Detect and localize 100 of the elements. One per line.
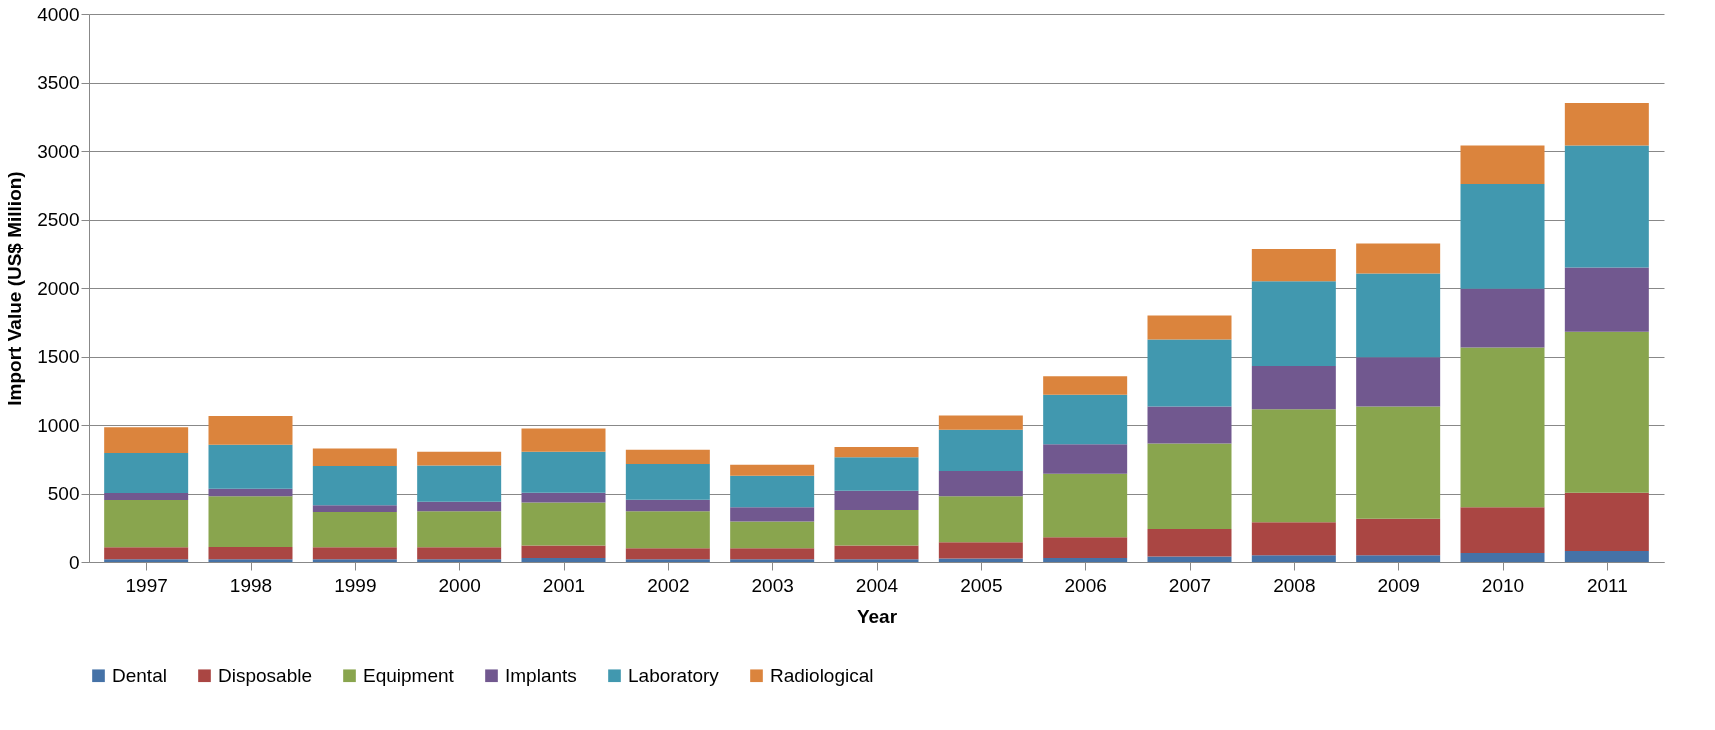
- x-tick-label: 2003: [751, 574, 794, 596]
- y-axis-title: Import Value (US$ Million): [4, 171, 26, 406]
- bar: [834, 559, 919, 562]
- bar: [1043, 537, 1128, 558]
- bar: [1564, 492, 1649, 552]
- bar: [938, 542, 1023, 559]
- bar: [625, 499, 710, 512]
- bar: [625, 449, 710, 465]
- bar: [938, 470, 1023, 497]
- bar: [1564, 145, 1649, 268]
- bar: [1251, 555, 1336, 562]
- bar: [1564, 267, 1649, 332]
- y-tick-label: 4000: [37, 3, 80, 25]
- x-tick-label: 1999: [334, 574, 377, 596]
- y-tick-label: 3500: [37, 72, 80, 93]
- bar: [417, 451, 502, 466]
- bar: [208, 416, 293, 445]
- bar: [208, 546, 293, 560]
- bar: [1356, 273, 1441, 358]
- legend-label: Laboratory: [628, 664, 720, 686]
- bar: [417, 501, 502, 512]
- bar: [834, 545, 919, 560]
- bar: [625, 464, 710, 500]
- bar: [1460, 183, 1545, 289]
- bar: [1043, 473, 1128, 538]
- bar: [938, 415, 1023, 430]
- bar: [1356, 406, 1441, 519]
- bar: [417, 559, 502, 562]
- bar: [312, 466, 397, 506]
- bar: [312, 448, 397, 467]
- bar: [521, 451, 606, 493]
- bar: [1564, 551, 1649, 562]
- bar: [1043, 376, 1128, 395]
- y-tick-label: 1500: [37, 346, 80, 367]
- y-tick-label: 2000: [37, 277, 80, 299]
- x-axis-title: Year: [856, 605, 898, 627]
- bar: [1147, 406, 1232, 444]
- x-tick-label: 2000: [438, 574, 481, 596]
- bar: [1564, 103, 1649, 146]
- bar: [1356, 555, 1441, 562]
- bar: [1147, 315, 1232, 340]
- legend-label: Dental: [112, 664, 167, 686]
- x-tick-label: 2002: [647, 574, 690, 596]
- bar: [312, 511, 397, 548]
- bar: [730, 475, 815, 508]
- x-tick-label: 2006: [1064, 574, 1107, 596]
- bar: [938, 496, 1023, 543]
- bar: [1460, 507, 1545, 554]
- bar: [1460, 288, 1545, 348]
- bar: [1564, 331, 1649, 493]
- bar: [1147, 443, 1232, 530]
- bar: [1043, 444, 1128, 474]
- y-tick-label: 1000: [37, 414, 80, 436]
- bar: [104, 499, 189, 548]
- bar: [521, 428, 606, 452]
- bar: [208, 488, 293, 497]
- bar: [1251, 366, 1336, 410]
- x-tick-label: 2001: [542, 574, 586, 596]
- bar: [417, 547, 502, 560]
- bar: [1147, 556, 1232, 562]
- bar: [1251, 248, 1336, 282]
- x-tick-label: 1997: [125, 574, 168, 596]
- bar: [938, 429, 1023, 471]
- x-tick-label: 2010: [1481, 574, 1525, 596]
- bar: [1147, 339, 1232, 407]
- x-tick-label: 2009: [1377, 574, 1420, 596]
- bar: [1251, 409, 1336, 523]
- bar: [1043, 394, 1128, 445]
- x-tick-label: 2008: [1273, 574, 1316, 596]
- bar: [625, 511, 710, 549]
- bar: [104, 493, 189, 500]
- bar: [312, 505, 397, 512]
- x-tick-label: 2005: [960, 574, 1003, 596]
- bar: [521, 502, 606, 546]
- y-tick-label: 3000: [37, 140, 80, 162]
- bar: [730, 507, 815, 522]
- bar: [104, 453, 189, 494]
- bar: [208, 496, 293, 547]
- x-tick-label: 2011: [1586, 574, 1628, 596]
- bar: [208, 444, 293, 489]
- bar: [417, 465, 502, 502]
- bar: [1460, 145, 1545, 184]
- bar: [521, 545, 606, 558]
- bar: [521, 557, 606, 562]
- y-tick-label: 0: [68, 551, 80, 573]
- bar: [417, 511, 502, 548]
- bar: [730, 521, 815, 549]
- bar: [834, 446, 919, 458]
- x-tick-label: 1998: [229, 574, 273, 596]
- y-tick-label: 500: [47, 483, 80, 504]
- bar: [1147, 529, 1232, 557]
- bar: [104, 547, 189, 560]
- bar: [834, 490, 919, 510]
- bar: [312, 547, 397, 560]
- bar: [208, 559, 293, 562]
- bar: [312, 559, 397, 562]
- bar: [1460, 553, 1545, 562]
- bar: [104, 427, 189, 454]
- bar: [625, 548, 710, 560]
- bar: [730, 548, 815, 560]
